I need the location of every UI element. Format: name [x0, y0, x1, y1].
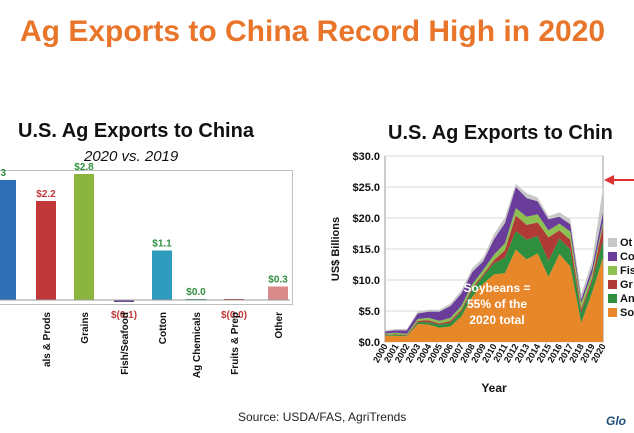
legend-label-0: Ot: [620, 237, 633, 249]
bar-2: [74, 174, 94, 300]
bar-7: [268, 286, 288, 300]
category-label-5: Ag Chemicals: [192, 312, 203, 379]
left-chart-subtitle: 2020 vs. 2019: [84, 148, 179, 165]
category-label-4: Cotton: [158, 312, 169, 344]
company-logo: Glo: [606, 414, 626, 428]
legend-label-5: So: [620, 307, 634, 319]
bar-1: [36, 201, 56, 300]
legend-swatch-2: [608, 266, 617, 275]
data-label-6: $(0.0): [221, 310, 247, 321]
soybean-annotation-line-1: 55% of the: [467, 297, 527, 311]
soybean-annotation-line-0: Soybeans =: [463, 281, 530, 295]
legend-label-1: Co: [620, 251, 634, 263]
soybean-annotation-line-2: 2020 total: [469, 313, 524, 327]
right-area-chart: $0.0$5.0$10.0$15.0$20.0$25.0$30.02000200…: [330, 151, 634, 395]
source-note: Source: USDA/FAS, AgriTrends: [238, 410, 407, 424]
legend-swatch-3: [608, 280, 617, 289]
data-label-7: $0.3: [268, 275, 288, 286]
category-label-2: Grains: [80, 312, 91, 344]
left-chart-title: U.S. Ag Exports to China: [18, 120, 254, 142]
record-arrow-head: [604, 175, 614, 185]
y-tick-label-0: $0.0: [359, 337, 380, 349]
data-label-3: $(0.1): [111, 310, 137, 321]
left-bar-chart: 3 $2.2 als & Prods $2.8 Grains $(0.1)Fish/Sea…: [0, 162, 290, 379]
category-label-6: Fruits & Prep: [230, 312, 241, 375]
legend-swatch-5: [608, 308, 617, 317]
y-tick-label-2: $10.0: [352, 275, 380, 287]
y-tick-label-3: $15.0: [352, 244, 380, 256]
area-series-4: [385, 187, 603, 334]
legend-swatch-0: [608, 238, 617, 247]
right-chart-title: U.S. Ag Exports to Chin: [388, 122, 613, 144]
area-series-0: [385, 249, 603, 342]
area-series-2: [385, 215, 603, 336]
data-label-0: 3: [0, 168, 6, 179]
legend-swatch-4: [608, 294, 617, 303]
y-tick-label-6: $30.0: [352, 151, 380, 163]
data-label-2: $2.8: [74, 162, 94, 173]
legend-swatch-1: [608, 252, 617, 261]
data-label-5: $0.0: [186, 287, 206, 298]
x-axis-title: Year: [481, 381, 507, 395]
data-label-1: $2.2: [36, 189, 56, 200]
bar-3: [114, 300, 134, 302]
category-label-1: als & Prods: [42, 312, 53, 367]
bar-4: [152, 250, 172, 300]
legend-label-4: An: [620, 293, 634, 305]
y-tick-label-5: $25.0: [352, 182, 380, 194]
bar-0: [0, 180, 16, 300]
legend-label-2: Fis: [620, 265, 634, 277]
category-label-7: Other: [274, 312, 285, 339]
category-label-3: Fish/Seafood: [120, 312, 131, 375]
y-tick-label-1: $5.0: [359, 306, 380, 318]
y-tick-label-4: $20.0: [352, 213, 380, 225]
data-label-4: $1.1: [152, 239, 172, 250]
page-title: Ag Exports to China Record High in 2020: [20, 15, 606, 48]
y-axis-title: US$ Billions: [330, 217, 342, 281]
legend-label-3: Gr: [620, 279, 634, 291]
